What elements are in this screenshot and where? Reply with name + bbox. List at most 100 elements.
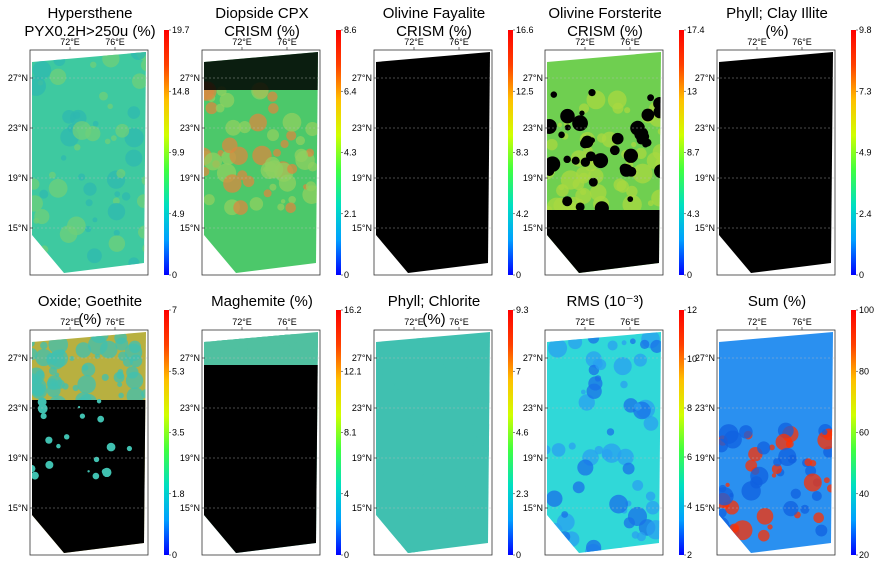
- texture-blob: [49, 68, 67, 85]
- texture-blob: [32, 76, 46, 96]
- texture-blob: [771, 473, 777, 478]
- texture-blob: [557, 122, 563, 128]
- x-tick-label: 72°E: [60, 37, 80, 47]
- texture-blob: [627, 506, 648, 527]
- y-tick-label: 19°N: [695, 453, 715, 463]
- y-tick-label: 23°N: [8, 403, 28, 413]
- texture-blob: [142, 243, 146, 254]
- no-data-region: [547, 210, 661, 273]
- x-tick-label: 76°E: [792, 317, 812, 327]
- texture-blob: [606, 428, 615, 436]
- texture-blob: [32, 332, 43, 337]
- texture-blob: [442, 502, 453, 514]
- texture-blob: [587, 332, 600, 344]
- texture-blob: [657, 128, 661, 135]
- texture-blob: [815, 524, 828, 537]
- texture-blob: [636, 531, 646, 542]
- colorbar-tick-label: 4: [344, 489, 349, 499]
- panel-title: (%): [78, 311, 101, 328]
- texture-blob: [422, 92, 426, 96]
- texture-blob: [381, 529, 401, 549]
- texture-blob: [558, 184, 565, 191]
- texture-blob: [59, 225, 78, 243]
- texture-blob: [410, 501, 420, 511]
- texture-blob: [130, 52, 146, 60]
- texture-blob: [33, 384, 45, 397]
- texture-blob: [767, 524, 773, 530]
- texture-blob: [287, 163, 298, 174]
- colorbar-tick-label: 100: [859, 305, 874, 315]
- texture-blob: [246, 341, 257, 352]
- colorbar-tick-label: 14.8: [172, 86, 190, 96]
- colorbar-tick-label: 0: [516, 550, 521, 560]
- texture-blob: [268, 103, 279, 114]
- texture-blob: [104, 138, 111, 145]
- y-tick-label: 23°N: [523, 123, 543, 133]
- colorbar: [851, 310, 856, 555]
- x-tick-label: 76°E: [792, 37, 812, 47]
- y-tick-label: 23°N: [352, 123, 372, 133]
- colorbar-tick-label: 8.6: [344, 25, 357, 35]
- texture-blob: [110, 135, 117, 141]
- texture-blob: [561, 511, 569, 518]
- texture-blob: [126, 445, 133, 452]
- map-panel: Phyll; Clay Illite(%)72°E 76°E 27°N 23°N 19°…: [695, 5, 872, 280]
- panel-title: CRISM (%): [396, 23, 472, 40]
- panel-title: PYX0.2H>250u (%): [24, 23, 155, 40]
- texture-blob: [622, 194, 642, 215]
- map-frame: [201, 329, 321, 556]
- texture-blob: [394, 378, 408, 392]
- texture-blob: [719, 516, 730, 535]
- texture-blob: [551, 443, 566, 457]
- panel-title: CRISM (%): [224, 23, 300, 40]
- texture-blob: [87, 470, 90, 473]
- texture-blob: [620, 380, 628, 389]
- texture-blob: [624, 107, 631, 114]
- texture-blob: [32, 338, 35, 347]
- y-tick-label: 19°N: [352, 173, 372, 183]
- swath: [719, 52, 833, 273]
- x-tick-label: 76°E: [449, 317, 469, 327]
- no-data-blob: [562, 196, 573, 207]
- texture-blob: [277, 203, 285, 211]
- texture-blob: [607, 340, 618, 351]
- y-tick-label: 19°N: [695, 173, 715, 183]
- texture-blob: [427, 216, 430, 219]
- texture-blob: [267, 129, 279, 142]
- texture-blob: [466, 418, 474, 426]
- texture-blob: [421, 430, 428, 437]
- map-frame: [29, 49, 149, 276]
- texture-blob: [85, 199, 93, 207]
- colorbar-tick-label: 4.9: [859, 148, 872, 158]
- texture-blob: [116, 371, 124, 379]
- texture-blob: [128, 257, 140, 269]
- texture-blob: [223, 174, 242, 193]
- y-tick-label: 27°N: [523, 353, 543, 363]
- colorbar-tick-label: 9.8: [859, 25, 872, 35]
- texture-blob: [397, 183, 401, 188]
- texture-blob: [295, 135, 305, 146]
- x-tick-label: 72°E: [404, 317, 424, 327]
- texture-blob: [399, 197, 402, 200]
- texture-blob: [723, 430, 742, 449]
- map-frame: [544, 329, 664, 556]
- texture-blob: [586, 383, 602, 399]
- panel-title: Phyll; Chlorite: [388, 293, 481, 310]
- texture-blob: [101, 373, 109, 381]
- texture-blob: [236, 339, 241, 345]
- y-tick-label: 15°N: [180, 503, 200, 513]
- texture-blob: [401, 467, 410, 476]
- texture-blob: [401, 546, 419, 553]
- texture-blob: [432, 451, 443, 463]
- texture-blob: [432, 340, 446, 354]
- texture-blob: [39, 189, 49, 199]
- no-data-blob: [563, 155, 571, 164]
- texture-blob: [99, 340, 118, 359]
- texture-blob: [40, 413, 47, 420]
- no-data-blob: [647, 94, 655, 102]
- texture-blob: [82, 364, 89, 371]
- y-tick-label: 19°N: [180, 453, 200, 463]
- texture-blob: [463, 360, 471, 368]
- colorbar-tick-label: 8: [687, 403, 692, 413]
